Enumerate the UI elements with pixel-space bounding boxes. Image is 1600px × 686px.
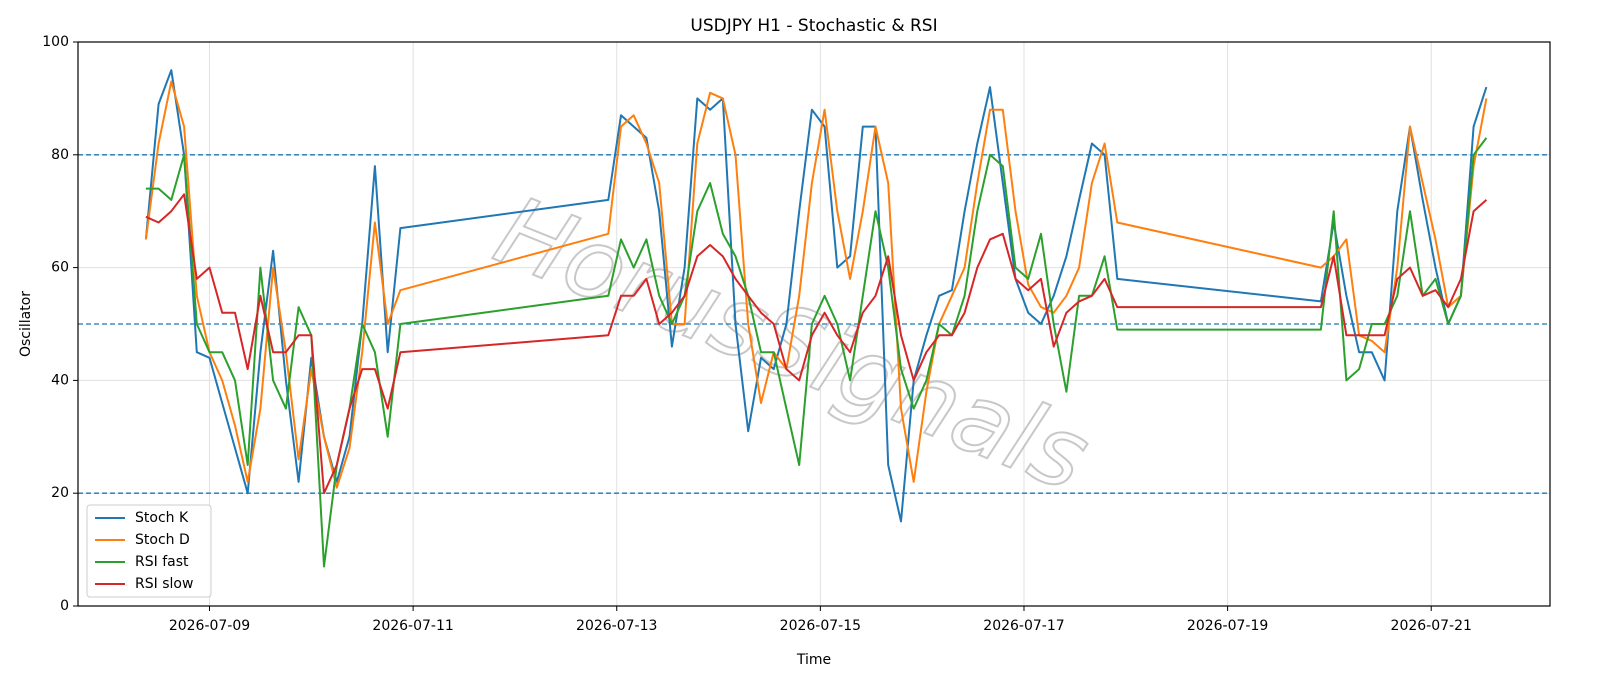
y-axis-label: Oscillator [18,291,34,357]
y-tick-label: 20 [51,485,69,501]
x-tick-label: 2026-07-21 [1391,618,1472,634]
x-tick-label: 2026-07-11 [372,618,453,634]
legend-label: Stoch K [135,510,189,526]
legend-label: RSI slow [135,576,193,592]
legend-label: Stoch D [135,532,190,548]
y-tick-label: 80 [51,147,69,163]
x-tick-label: 2026-07-19 [1187,618,1268,634]
x-tick-label: 2026-07-13 [576,618,657,634]
series-line [145,137,1488,568]
plot-frame [77,41,1551,607]
x-tick-label: 2026-07-15 [780,618,861,634]
y-tick-label: 0 [60,598,69,614]
x-axis-label: Time [796,652,831,668]
legend-box [86,504,212,598]
x-tick-label: 2026-07-17 [983,618,1064,634]
chart-title: USDJPY H1 - Stochastic & RSI [690,16,937,36]
legend-label: RSI fast [135,554,189,570]
y-tick-label: 100 [42,34,69,50]
x-tick-label: 2026-07-09 [169,618,250,634]
y-tick-label: 60 [51,260,69,276]
series-line [145,193,1488,495]
y-tick-label: 40 [51,372,69,388]
series-line [144,80,1488,489]
